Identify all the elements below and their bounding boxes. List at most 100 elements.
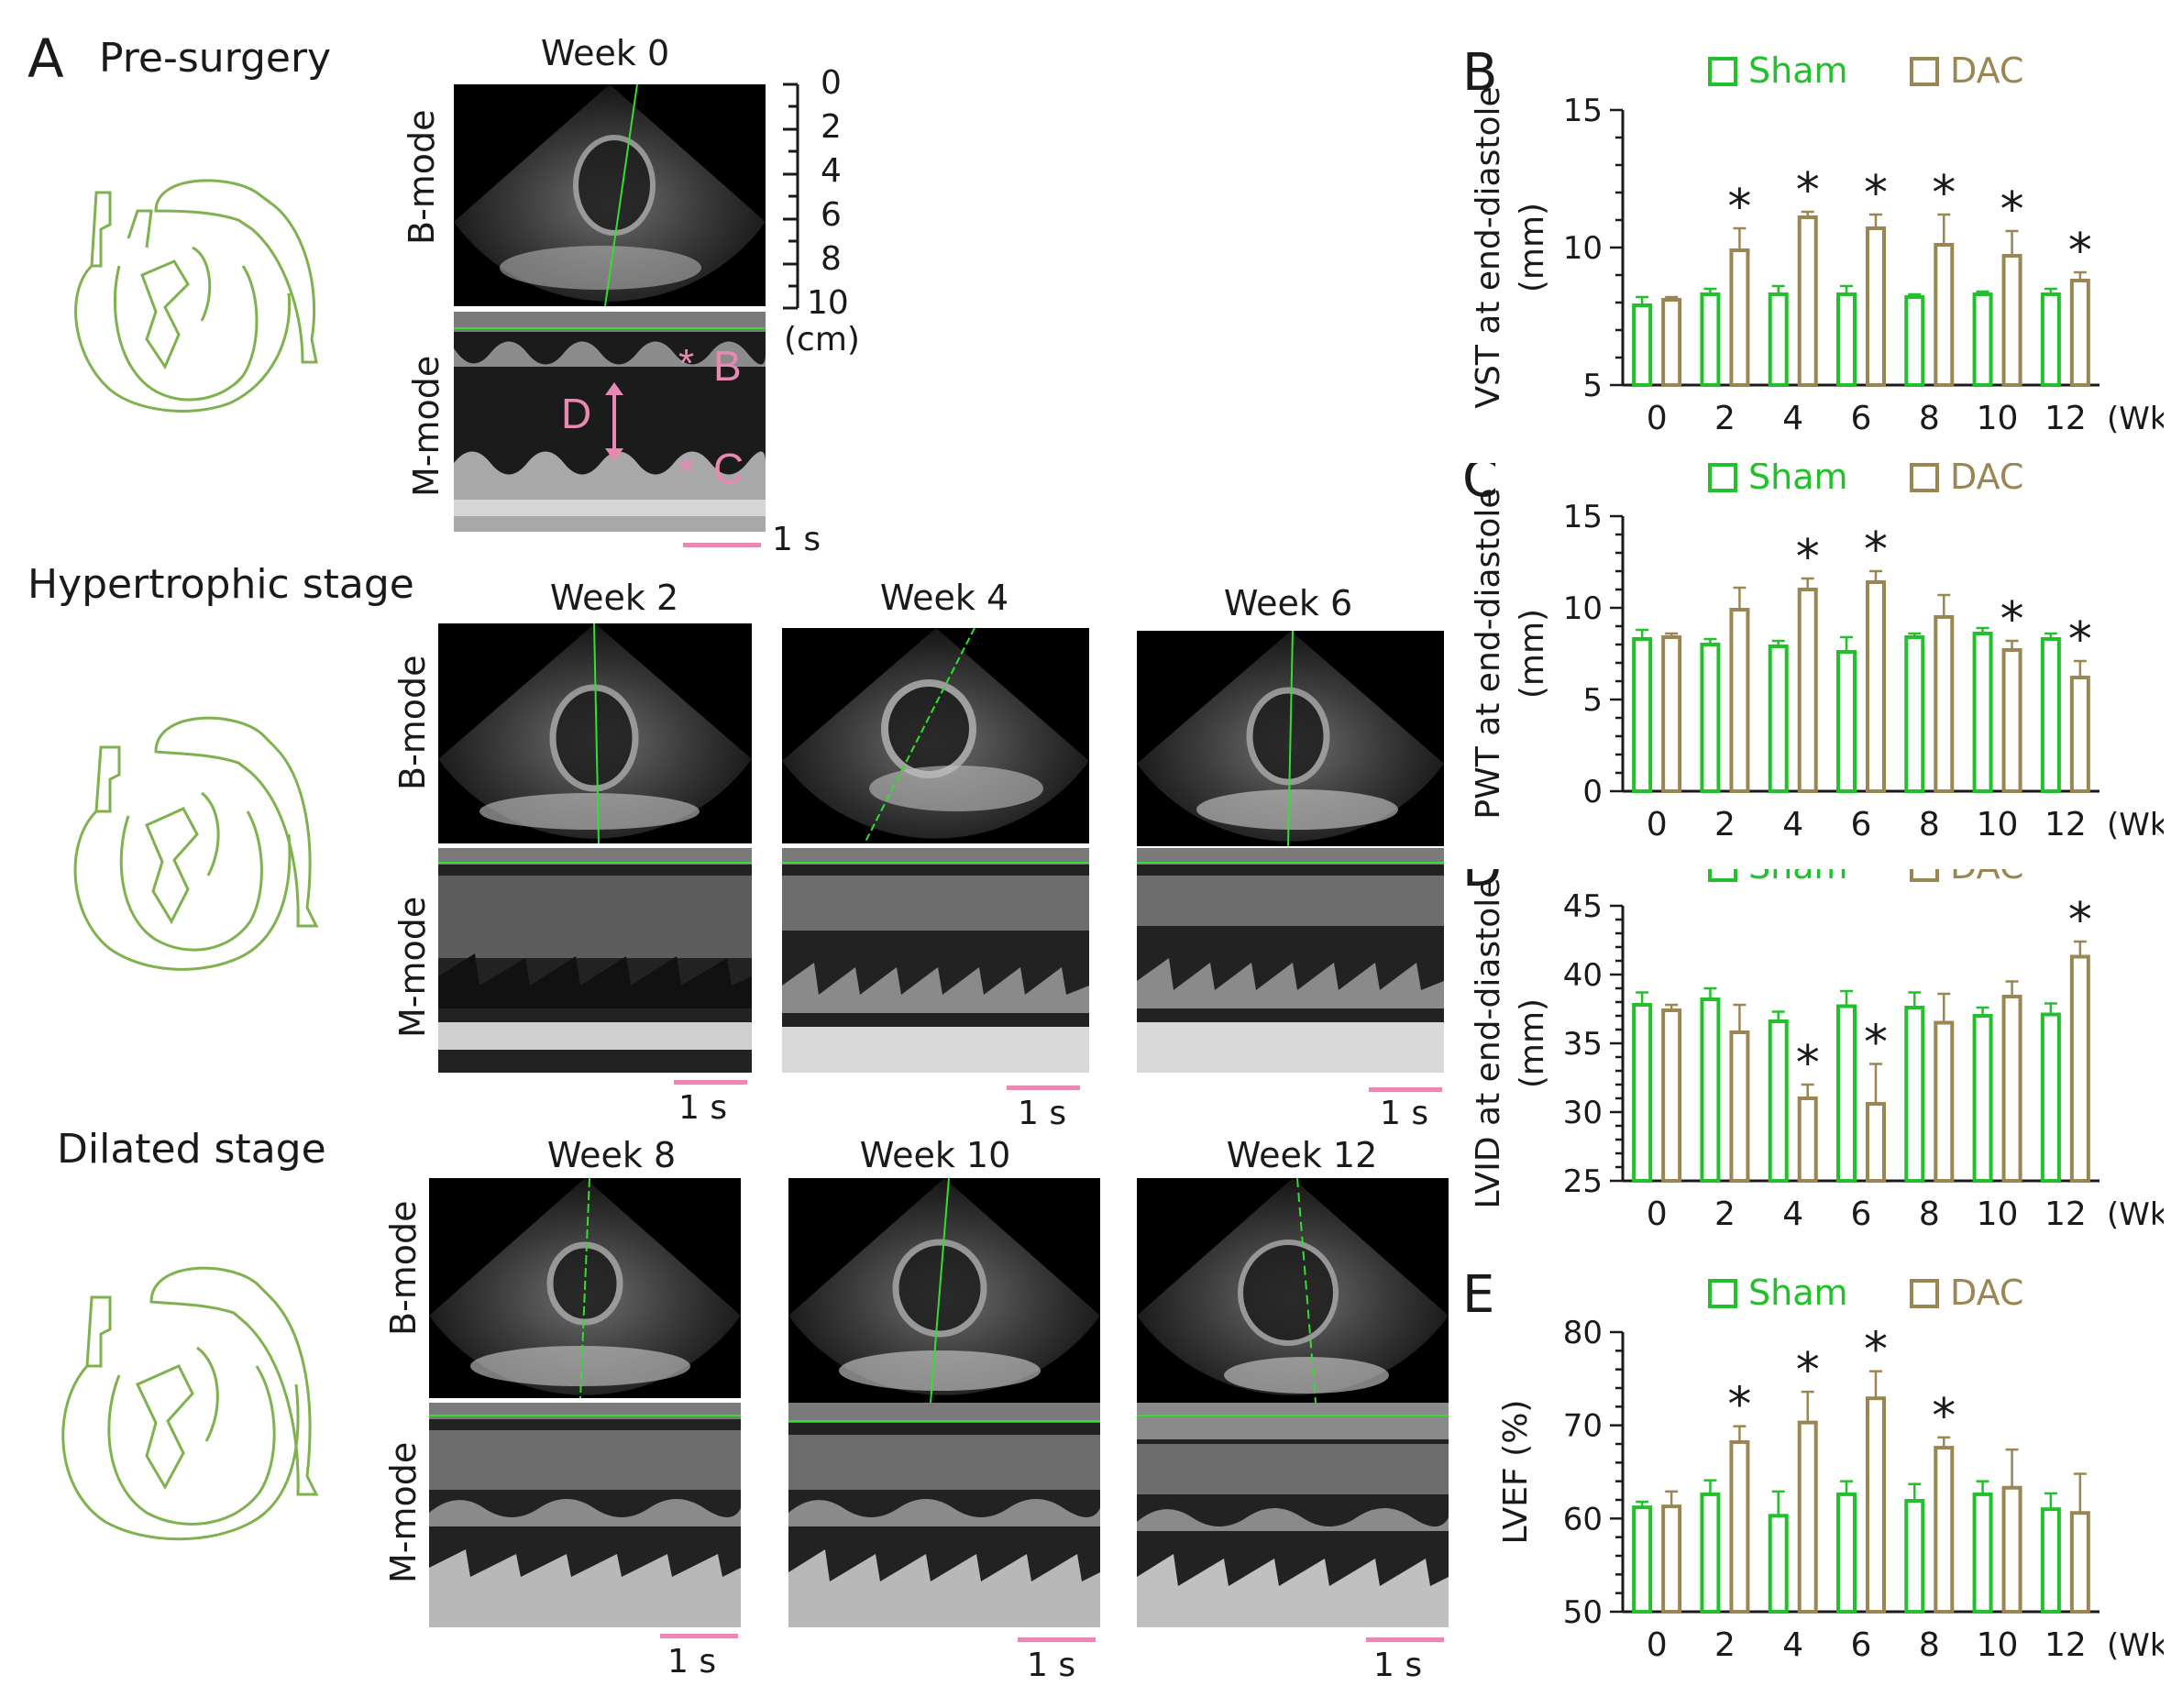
y-axis-label: (mm) [1514, 998, 1551, 1088]
bar-dac [1866, 1102, 1886, 1183]
bmode-image-week4 [782, 628, 1089, 843]
x-tick-label: 2 [1714, 1196, 1736, 1233]
mmode-image-week10 [788, 1403, 1100, 1627]
x-tick-label: 0 [1647, 1626, 1668, 1664]
x-tick-label: 10 [1977, 1196, 2019, 1233]
x-tick-label: 2 [1714, 1626, 1736, 1664]
depth-tick-0: 0 [821, 64, 842, 102]
x-tick-label: 12 [2044, 1196, 2087, 1233]
depth-scale-week0 [783, 83, 799, 310]
week-title-2: Week 2 [549, 578, 679, 618]
legend-label-dac: DAC [1950, 50, 2023, 91]
x-tick-label: 6 [1851, 1196, 1872, 1233]
bar-dac [1729, 608, 1750, 793]
bar-sham [1904, 1499, 1925, 1614]
y-axis-label: PWT at end-diastole [1470, 488, 1507, 819]
double-arrow-icon [605, 382, 623, 461]
y-tick-label: 45 [1563, 888, 1603, 925]
heart-diagram-dilated [61, 1266, 319, 1541]
bar-dac [1866, 580, 1886, 793]
y-tick-label: 60 [1563, 1501, 1603, 1537]
scalebar-week6 [1369, 1087, 1442, 1092]
bar-sham [1904, 1006, 1925, 1183]
bmode-label-dilated: B-mode [383, 1200, 424, 1336]
x-tick-label: 8 [1919, 1196, 1940, 1233]
bar-sham [1768, 1514, 1789, 1614]
bar-sham [2040, 1012, 2061, 1183]
bar-dac [2069, 676, 2090, 793]
bmode-image-week6 [1137, 631, 1444, 846]
y-tick-label: 15 [1563, 499, 1603, 535]
y-tick-label: 0 [1582, 774, 1603, 810]
x-tick-label: 2 [1714, 400, 1736, 437]
legend-label-sham: Sham [1748, 869, 1848, 887]
bar-sham [1972, 1014, 1993, 1183]
scale-label-week10: 1 s [1027, 1647, 1076, 1684]
bar-sham [1768, 1019, 1789, 1183]
depth-tick-4: 4 [821, 152, 842, 190]
x-tick-label: 4 [1782, 1626, 1803, 1664]
legend-label-dac: DAC [1950, 1273, 2023, 1313]
legend-label-sham: Sham [1748, 463, 1848, 497]
week-title-4: Week 4 [879, 578, 1009, 618]
bmode-image-week0 [454, 84, 766, 306]
bmode-label-hypertrophic: B-mode [392, 655, 433, 790]
scalebar-week8 [660, 1634, 738, 1638]
x-tick-label: 6 [1851, 806, 1872, 843]
bar-sham [1836, 1004, 1857, 1183]
x-tick-label: 0 [1647, 806, 1668, 843]
bmode-image-week10 [788, 1178, 1100, 1403]
mmode-label-week0: M-mode [406, 355, 446, 497]
legend-swatch-sham [1708, 57, 1737, 86]
annotation-label-c: C [713, 445, 744, 492]
bmode-image-week2 [438, 623, 752, 843]
legend-label-sham: Sham [1748, 1273, 1848, 1313]
panel-letter-d: D [1462, 869, 1502, 898]
bar-sham [2040, 1507, 2061, 1614]
scalebar-week4 [1007, 1085, 1080, 1090]
chart-e: E Sham DAC 50 60 70 80 LVEF (%) 0 2 4 6 8 10 12 (Wk) * * *… [1462, 1270, 2164, 1664]
stage-title-dilated: Dilated stage [57, 1126, 326, 1173]
y-tick-label: 25 [1563, 1163, 1603, 1200]
bar-dac [1934, 1446, 1955, 1614]
significance-star: * [2068, 893, 2092, 948]
significance-star: * [1864, 523, 1888, 578]
bar-dac [1797, 215, 1818, 387]
significance-star: * [1864, 1323, 1888, 1378]
x-tick-label: 8 [1919, 1626, 1940, 1664]
significance-star: * [1727, 1378, 1751, 1433]
significance-star: * [2068, 612, 2092, 667]
week-title-10: Week 10 [859, 1135, 1011, 1175]
annotation-star-c: * [678, 449, 695, 494]
bar-dac [2001, 1485, 2022, 1614]
bar-dac [1797, 1096, 1818, 1183]
scalebar-week12 [1366, 1637, 1444, 1642]
bar-dac [1866, 1396, 1886, 1614]
bar-sham [1700, 1492, 1721, 1614]
annotation-label-b: B [713, 342, 742, 390]
legend-label-dac: DAC [1950, 463, 2023, 497]
annotation-star-b: * [678, 341, 695, 386]
scalebar-week10 [1018, 1637, 1096, 1642]
bar-dac [1661, 1504, 1682, 1614]
legend-label-dac: DAC [1950, 869, 2023, 887]
x-tick-label: 8 [1919, 400, 1940, 437]
bar-sham [1632, 1003, 1653, 1183]
y-axis-label: LVEF (%) [1497, 1400, 1535, 1545]
panel-letter-b: B [1462, 43, 1497, 103]
chart-c: C Sham DAC 0 5 10 15 PWT at end-diastole (mm) 0 2 4… [1462, 463, 2164, 843]
bar-dac [2069, 954, 2090, 1183]
scale-label-week2: 1 s [678, 1089, 728, 1127]
legend-swatch-sham [1708, 463, 1737, 492]
panel-letter-c: C [1462, 463, 1498, 509]
x-tick-label: 6 [1851, 400, 1872, 437]
x-tick-label: 10 [1977, 806, 2019, 843]
bar-dac [1934, 615, 1955, 793]
significance-star: * [1932, 166, 1956, 221]
significance-star: * [1864, 166, 1888, 221]
x-unit-label: (Wk) [2107, 401, 2164, 437]
legend-swatch-dac [1910, 463, 1939, 492]
legend-swatch-dac [1910, 57, 1939, 86]
y-tick-label: 50 [1563, 1594, 1603, 1631]
significance-star: * [1796, 1036, 1820, 1091]
